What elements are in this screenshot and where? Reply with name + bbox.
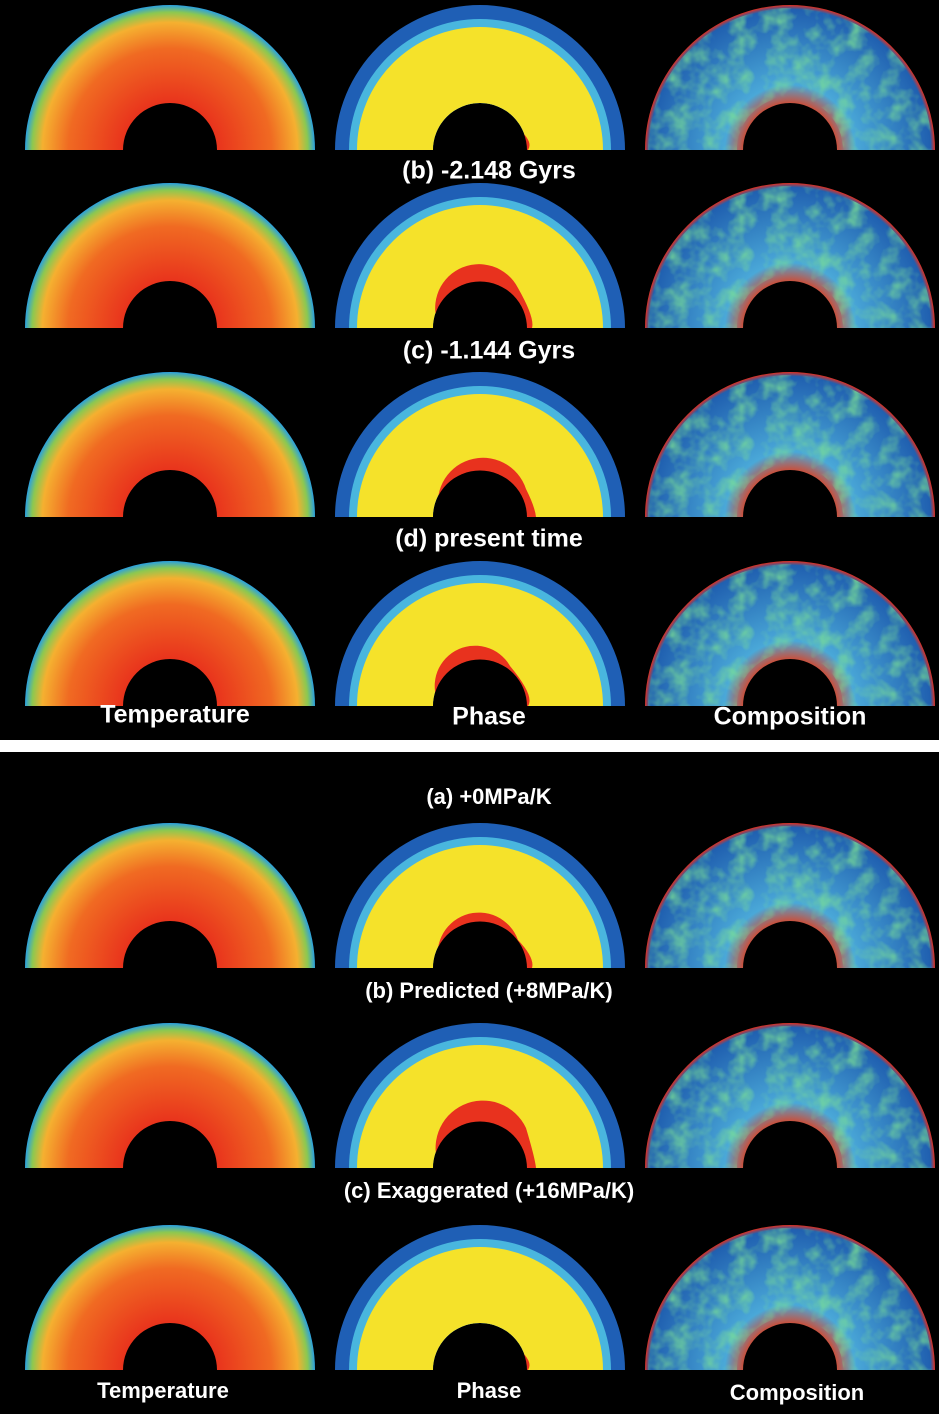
- column-label: Composition: [714, 703, 867, 731]
- row-label: (c) Exaggerated (+16MPa/K): [344, 1178, 634, 1203]
- column-label: Composition: [730, 1380, 864, 1405]
- column-label: Temperature: [100, 701, 250, 729]
- figure: (b) -2.148 Gyrs (c) -1.144 Gyrs (d) pres…: [0, 0, 939, 1414]
- row-label: (b) Predicted (+8MPa/K): [365, 978, 613, 1003]
- page: {"top_panel": {"row_labels": ["(b) -2.14…: [0, 0, 939, 1414]
- row-label: (c) -1.144 Gyrs: [403, 337, 575, 365]
- row-label: (b) -2.148 Gyrs: [402, 157, 576, 185]
- row-label: (d) present time: [395, 525, 583, 553]
- column-label: Temperature: [97, 1378, 229, 1403]
- row-label: (a) +0MPa/K: [426, 784, 551, 809]
- column-label: Phase: [457, 1378, 522, 1403]
- column-label: Phase: [452, 703, 526, 731]
